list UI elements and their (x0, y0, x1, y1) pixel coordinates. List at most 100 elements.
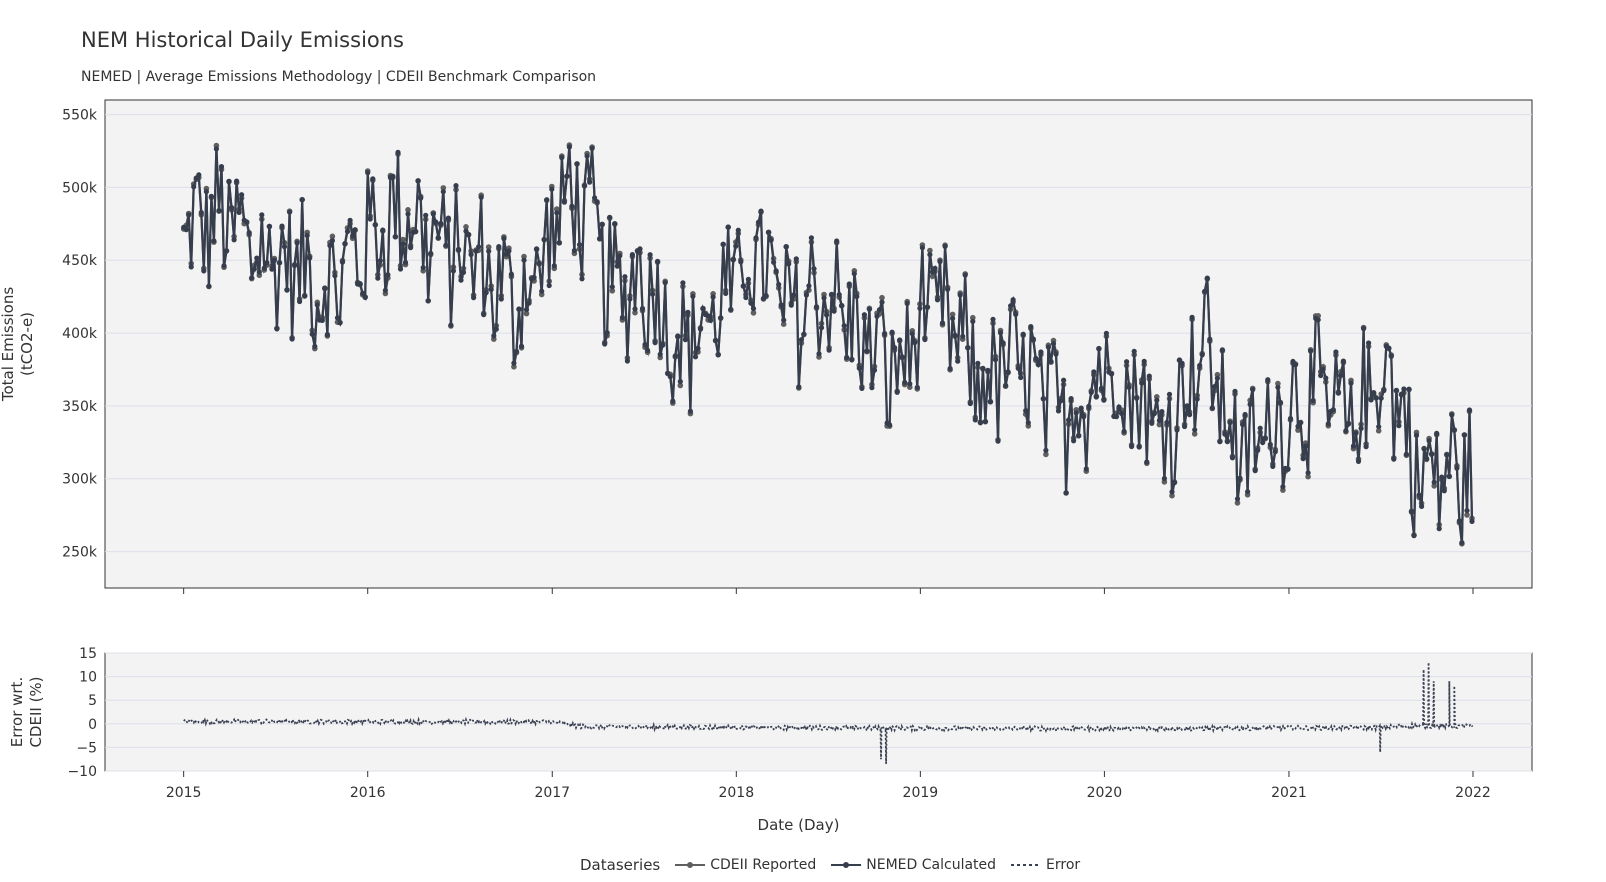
series-nemed-calculated-point (942, 243, 948, 249)
series-nemed-calculated-point (1350, 443, 1357, 449)
series-nemed-calculated-point (249, 275, 255, 281)
series-nemed-calculated-point (574, 161, 580, 167)
legend-item-cdeii[interactable]: CDEII Reported (674, 857, 816, 873)
series-nemed-calculated-point (329, 238, 335, 244)
series-nemed-calculated-point (1030, 336, 1036, 342)
series-nemed-calculated-point (1204, 275, 1210, 281)
series-nemed-calculated-point (448, 322, 454, 328)
series-nemed-calculated-point (491, 333, 497, 339)
series-nemed-calculated-point (612, 221, 618, 227)
series-nemed-calculated-point (995, 438, 1001, 444)
series-nemed-calculated-point (566, 144, 573, 150)
series-nemed-calculated-point (914, 384, 920, 390)
series-nemed-calculated-point (544, 197, 550, 203)
series-nemed-calculated-point (980, 365, 986, 371)
series-nemed-calculated-point (1413, 432, 1420, 438)
series-nemed-calculated-point (1015, 365, 1021, 371)
series-nemed-calculated-point (357, 281, 363, 287)
series-nemed-calculated-point (874, 313, 880, 319)
series-nemed-calculated-point (866, 306, 873, 312)
series-nemed-calculated-point (1267, 441, 1273, 448)
series-nemed-calculated-point (1469, 518, 1475, 525)
series-nemed-calculated-point (1446, 473, 1452, 480)
series-nemed-calculated-point (957, 292, 963, 298)
legend-item-nemed[interactable]: NEMED Calculated (830, 857, 996, 873)
legend-swatch-error (1011, 864, 1042, 866)
series-nemed-calculated-point (1451, 427, 1457, 433)
series-nemed-calculated-point (859, 385, 865, 391)
series-nemed-calculated-point (319, 317, 325, 323)
series-nemed-calculated-point (670, 398, 676, 404)
series-nemed-calculated-point (801, 331, 807, 337)
series-nemed-calculated-point (1419, 503, 1425, 509)
series-nemed-calculated-point (466, 231, 472, 238)
series-nemed-calculated-point (370, 176, 376, 182)
series-nemed-calculated-point (1424, 455, 1430, 462)
series-nemed-calculated-point (1265, 377, 1271, 383)
series-nemed-calculated-point (1398, 391, 1404, 397)
series-nemed-calculated-point (589, 145, 595, 151)
legend-item-error[interactable]: Error (1010, 857, 1080, 873)
series-nemed-calculated-point (1325, 421, 1331, 427)
series-nemed-calculated-point (934, 297, 941, 303)
series-nemed-calculated-point (985, 367, 991, 373)
series-nemed-calculated-point (1222, 431, 1228, 437)
series-nemed-calculated-point (1098, 385, 1104, 391)
series-nemed-calculated-point (776, 281, 782, 288)
series-nemed-calculated-point (687, 408, 694, 414)
series-nemed-calculated-point (392, 234, 398, 240)
series-nemed-calculated-point (1209, 405, 1215, 411)
series-nemed-calculated-point (1207, 336, 1213, 342)
x-tick-label: 2015 (166, 785, 202, 801)
series-nemed-calculated-point (690, 293, 696, 299)
series-nemed-calculated-point (965, 345, 971, 351)
series-nemed-calculated-point (924, 304, 931, 310)
series-nemed-calculated-point (208, 193, 214, 199)
series-nemed-calculated-point (975, 360, 981, 366)
series-nemed-calculated-point (1431, 479, 1437, 485)
series-nemed-calculated-point (1260, 439, 1266, 446)
series-nemed-calculated-point (443, 242, 449, 248)
series-nemed-calculated-point (1333, 349, 1339, 355)
series-nemed-calculated-point (1308, 348, 1314, 354)
series-nemed-calculated-point (796, 384, 802, 390)
series-nemed-calculated-point (929, 269, 936, 275)
series-cdeii-reported-point (1431, 483, 1437, 489)
series-nemed-calculated-point (1061, 377, 1067, 383)
series-nemed-calculated-point (1464, 508, 1470, 514)
series-cdeii-reported-point (405, 207, 411, 213)
series-nemed-calculated-point (324, 331, 330, 338)
series-cdeii-reported-point (400, 236, 406, 243)
series-nemed-calculated-point (518, 343, 525, 349)
series-nemed-calculated-point (468, 251, 474, 258)
series-nemed-calculated-point (708, 317, 714, 323)
series-nemed-calculated-point (1020, 331, 1026, 337)
series-nemed-calculated-point (748, 300, 754, 306)
series-nemed-calculated-point (1234, 496, 1241, 502)
series-nemed-calculated-point (1058, 398, 1064, 404)
series-nemed-calculated-point (667, 374, 673, 380)
series-nemed-calculated-point (292, 262, 298, 268)
series-nemed-calculated-point (917, 305, 923, 311)
series-nemed-calculated-point (1038, 349, 1044, 355)
series-cdeii-reported-point (1295, 427, 1301, 433)
series-nemed-calculated-point (561, 199, 568, 205)
series-nemed-calculated-point (526, 300, 532, 306)
series-cdeii-reported-point (554, 206, 560, 212)
series-nemed-calculated-point (334, 315, 341, 321)
series-nemed-calculated-point (811, 266, 817, 272)
series-nemed-calculated-point (1000, 340, 1006, 346)
series-nemed-calculated-point (990, 316, 996, 322)
series-nemed-calculated-point (1386, 345, 1392, 351)
series-nemed-calculated-point (778, 302, 784, 308)
series-nemed-calculated-point (758, 208, 764, 214)
legend-label-cdeii: CDEII Reported (710, 857, 817, 873)
series-nemed-calculated-point (725, 224, 731, 230)
series-cdeii-reported-point (927, 247, 933, 254)
series-cdeii-reported-point (1375, 428, 1382, 434)
series-nemed-calculated-point (400, 241, 406, 247)
legend-label-nemed: NEMED Calculated (866, 857, 997, 873)
series-nemed-calculated-point (1093, 394, 1099, 400)
series-nemed-calculated-point (395, 149, 401, 155)
